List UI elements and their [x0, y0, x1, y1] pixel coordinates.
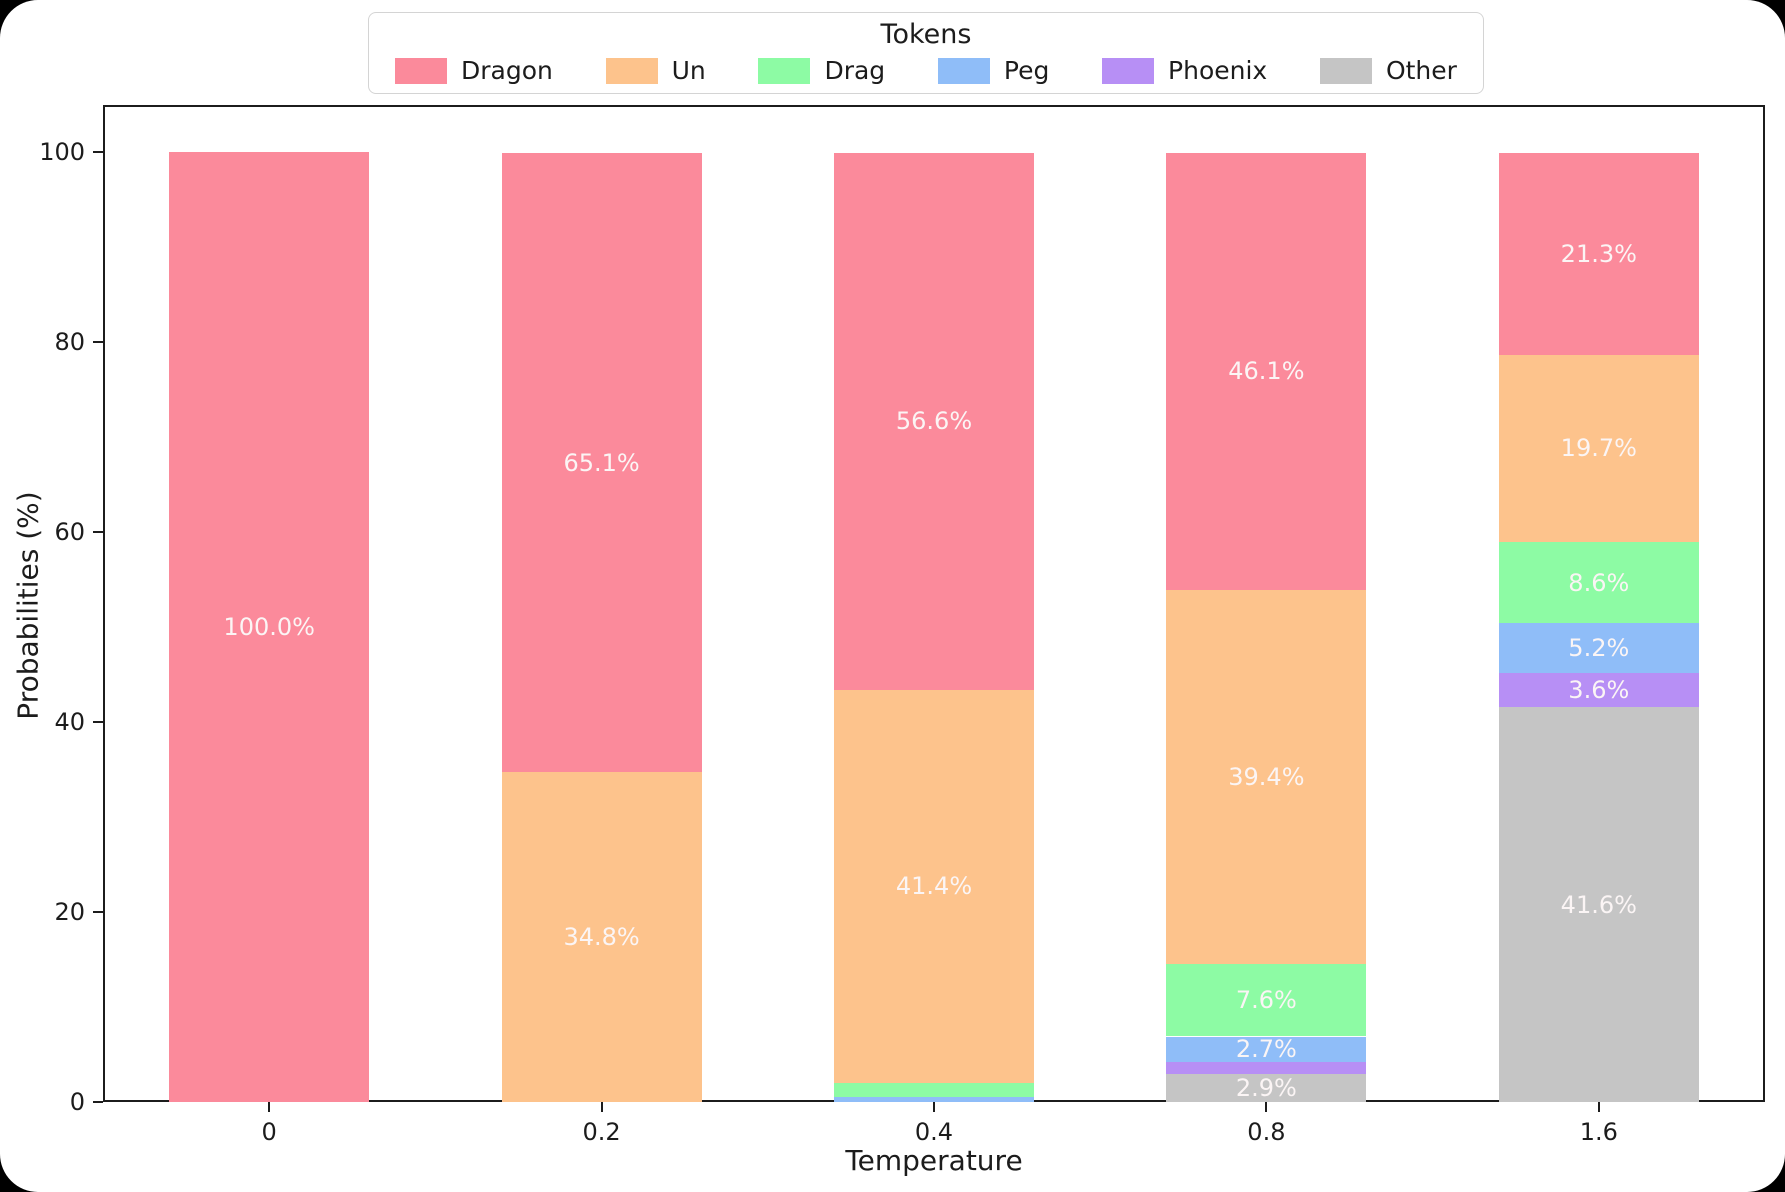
bar-segment-label: 2.9% — [1235, 1074, 1297, 1103]
y-axis-label: Probabilities (%) — [11, 491, 45, 720]
legend-entry-un: Un — [605, 56, 706, 85]
legend-entry-label: Peg — [1003, 56, 1050, 85]
bar-segment-dragon: 21.3% — [1498, 152, 1699, 355]
bar-segment-label: 3.6% — [1568, 675, 1630, 704]
legend-entry-other: Other — [1319, 56, 1457, 85]
y-tick-label: 60 — [54, 518, 85, 547]
bar-segment-dragon: 100.0% — [169, 152, 370, 1102]
legend-entry-label: Phoenix — [1168, 56, 1268, 85]
legend: Tokens Dragon Un Drag Peg Phoenix Other — [368, 12, 1484, 94]
bar-segment-drag — [834, 1083, 1034, 1098]
legend-entry-phoenix: Phoenix — [1102, 56, 1268, 85]
y-tick-mark — [93, 531, 103, 534]
bar-segment-label: 100.0% — [223, 613, 315, 642]
legend-swatch-icon — [395, 57, 447, 84]
bar-segment-un: 41.4% — [834, 689, 1034, 1084]
x-tick-mark — [1265, 1102, 1268, 1112]
legend-entry-label: Other — [1385, 56, 1457, 85]
legend-row: Dragon Un Drag Peg Phoenix Other — [395, 56, 1457, 85]
legend-title: Tokens — [880, 19, 972, 50]
bar-segment-label: 46.1% — [1228, 357, 1305, 386]
bar-segment-other: 2.9% — [1166, 1074, 1367, 1103]
bar-segment-peg: 2.7% — [1166, 1035, 1367, 1064]
plot-area: 100.0% 34.8% 65.1% 41.4% 56.6% 2.9% 2.7% 7.6% 39… — [103, 105, 1765, 1102]
bar-segment-peg: 5.2% — [1498, 623, 1699, 673]
legend-swatch-icon — [758, 57, 811, 84]
bar-segment-dragon: 65.1% — [501, 153, 702, 772]
bar-segment-drag: 7.6% — [1166, 964, 1367, 1037]
y-tick-mark — [93, 911, 103, 914]
bar-segment-label: 56.6% — [895, 407, 973, 436]
x-tick-label: 0.4 — [914, 1118, 954, 1146]
x-tick-mark — [1597, 1102, 1600, 1112]
legend-swatch-icon — [937, 57, 990, 84]
bar-segment-un: 34.8% — [501, 771, 702, 1102]
bar-segment-phoenix — [1166, 1062, 1367, 1075]
y-tick-label: 0 — [69, 1088, 85, 1116]
bar-segment-drag: 8.6% — [1498, 541, 1699, 624]
legend-entry-drag: Drag — [758, 56, 886, 85]
bar-segment-label: 34.8% — [563, 922, 640, 951]
x-tick-label: 0.8 — [1247, 1118, 1286, 1146]
bar-segment-label: 41.6% — [1560, 890, 1637, 919]
x-tick-label: 0.2 — [582, 1118, 621, 1146]
bar-segment-un: 19.7% — [1498, 354, 1699, 542]
legend-entry-dragon: Dragon — [395, 56, 553, 85]
bar-segment-label: 21.3% — [1560, 239, 1637, 268]
legend-entry-label: Drag — [824, 56, 886, 85]
bar-segment-other: 41.6% — [1498, 707, 1699, 1102]
bar-segment-label: 2.7% — [1235, 1035, 1297, 1064]
x-axis-label: Temperature — [845, 1144, 1023, 1177]
legend-entry-label: Un — [671, 56, 706, 85]
legend-entry-peg: Peg — [937, 56, 1050, 85]
legend-swatch-icon — [605, 57, 658, 84]
bar-segment-peg — [834, 1097, 1034, 1102]
bar-segment-phoenix: 3.6% — [1498, 672, 1699, 707]
x-tick-label: 1.6 — [1579, 1118, 1618, 1146]
y-tick-label: 20 — [54, 898, 85, 927]
x-tick-mark — [268, 1102, 271, 1112]
y-tick-mark — [93, 1101, 103, 1103]
bar-segment-dragon: 56.6% — [834, 152, 1034, 690]
bar-segment-label: 65.1% — [563, 448, 640, 477]
x-tick-label: 0 — [261, 1118, 277, 1146]
y-tick-mark — [93, 721, 103, 724]
y-tick-label: 40 — [54, 708, 85, 737]
x-tick-mark — [600, 1102, 603, 1112]
legend-swatch-icon — [1102, 57, 1155, 84]
y-tick-mark — [93, 341, 103, 344]
bar-segment-label: 8.6% — [1568, 568, 1630, 597]
legend-entry-label: Dragon — [461, 56, 553, 85]
bar-segment-label: 5.2% — [1568, 634, 1630, 663]
bar-segment-label: 19.7% — [1560, 434, 1637, 463]
y-tick-label: 80 — [54, 328, 85, 357]
bar-segment-label: 7.6% — [1235, 986, 1297, 1015]
bar-segment-un: 39.4% — [1166, 590, 1367, 965]
y-tick-label: 100 — [39, 138, 85, 167]
x-tick-mark — [933, 1102, 935, 1112]
legend-swatch-icon — [1319, 57, 1372, 84]
bar-segment-label: 39.4% — [1228, 763, 1305, 792]
y-tick-mark — [93, 151, 103, 154]
bar-segment-label: 41.4% — [895, 872, 973, 901]
bar-segment-dragon: 46.1% — [1166, 152, 1367, 591]
